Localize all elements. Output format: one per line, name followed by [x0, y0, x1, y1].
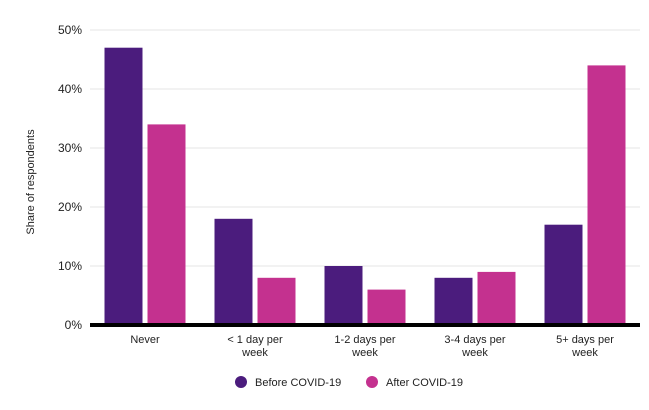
x-tick-label: 5+ days per week — [556, 334, 614, 359]
legend: Before COVID-19 After COVID-19 — [235, 376, 463, 389]
bar-before-3 — [434, 277, 473, 325]
legend-label: After COVID-19 — [386, 377, 463, 389]
y-tick-label: 40% — [58, 82, 82, 96]
legend-marker — [235, 376, 247, 388]
x-axis-labels: Never < 1 day per week 1-2 days per week 3-4 … — [130, 334, 614, 359]
bar-after-1 — [257, 277, 296, 325]
bar-after-2 — [367, 289, 406, 325]
bar-after-0 — [147, 124, 186, 326]
y-tick-label: 0% — [65, 318, 83, 332]
bar-after-4 — [587, 65, 626, 326]
bar-before-4 — [544, 224, 583, 325]
y-tick-label: 30% — [58, 141, 82, 155]
legend-marker — [366, 376, 378, 388]
y-tick-label: 50% — [58, 23, 82, 37]
y-tick-label: 10% — [58, 259, 82, 273]
y-axis-ticks: 0% 10% 20% 30% 40% 50% — [58, 23, 82, 332]
y-axis-title: Share of respondents — [25, 129, 37, 235]
bar-after-3 — [477, 271, 516, 325]
bar-before-2 — [324, 266, 363, 325]
bar-before-1 — [214, 218, 253, 325]
x-tick-label: 1-2 days per week — [334, 334, 395, 359]
x-tick-label: < 1 day per week — [227, 334, 283, 359]
x-tick-label: Never — [130, 334, 160, 346]
y-tick-label: 20% — [58, 200, 82, 214]
legend-label: Before COVID-19 — [255, 377, 341, 389]
x-tick-label: 3-4 days per week — [444, 334, 505, 359]
bars — [104, 47, 626, 326]
bar-before-0 — [104, 47, 143, 325]
